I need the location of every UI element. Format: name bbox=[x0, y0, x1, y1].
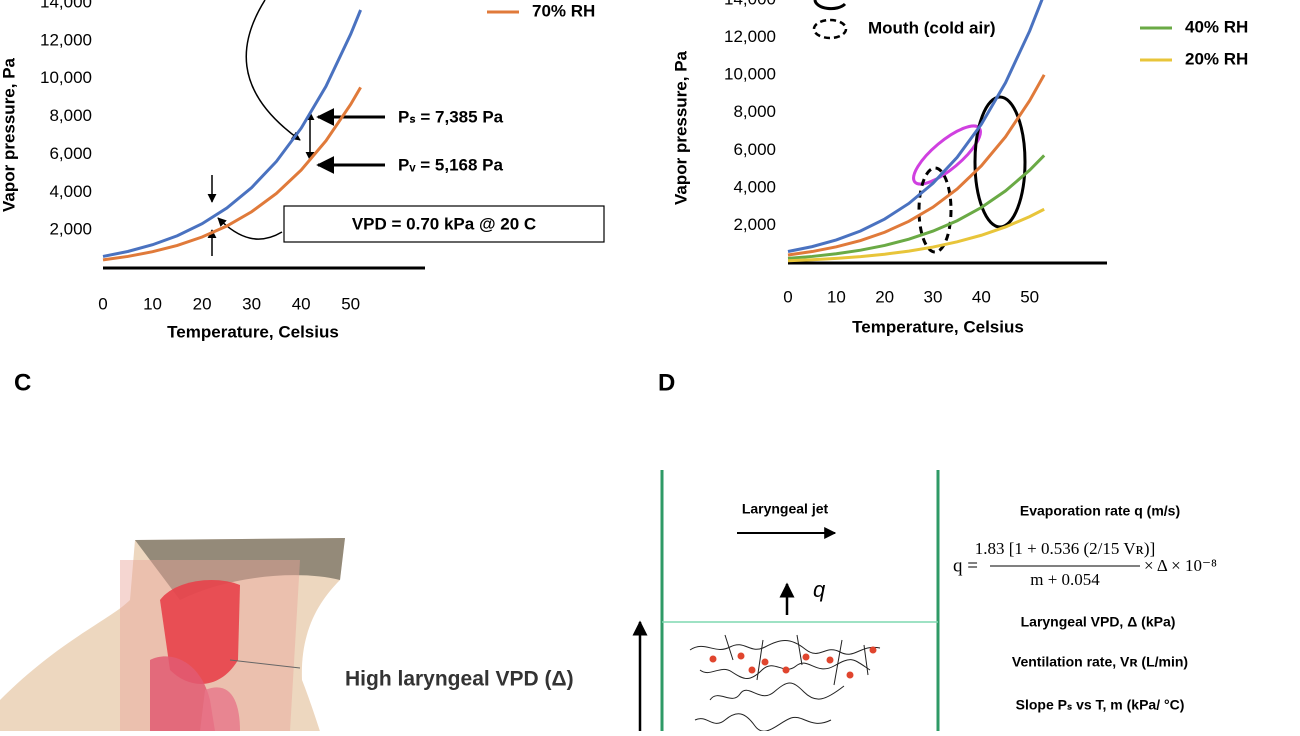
legend-text: Laryngeal VPD, Δ (kPa) bbox=[1021, 614, 1176, 630]
y-tick-label: 6,000 bbox=[49, 144, 92, 163]
legend-label: Mouth (cold air) bbox=[868, 18, 995, 37]
y-tick-label: 12,000 bbox=[724, 27, 776, 46]
legend-text: Slope Pₛ vs T, m (kPa/ °C) bbox=[1016, 697, 1185, 713]
formula-numerator: 1.83 [1 + 0.536 (2/15 Vʀ)] bbox=[975, 539, 1155, 558]
y-tick-label: 14,000 bbox=[724, 0, 776, 8]
panel-label: C bbox=[14, 369, 31, 396]
x-tick-label: 20 bbox=[193, 294, 212, 313]
x-tick-label: 0 bbox=[783, 287, 792, 306]
x-tick-label: 20 bbox=[875, 287, 894, 306]
x-tick-label: 50 bbox=[341, 294, 360, 313]
y-axis-title: Vapor pressure, Pa bbox=[671, 50, 690, 205]
jet-diagram bbox=[632, 470, 940, 732]
x-tick-label: 40 bbox=[292, 294, 311, 313]
line-series bbox=[787, 207, 1045, 263]
panel-label: D bbox=[658, 369, 675, 396]
y-tick-label: 8,000 bbox=[49, 106, 92, 125]
legend-text: Evaporation rate q (m/s) bbox=[1020, 503, 1180, 519]
annotation: Pᵥ = 5,168 Pa bbox=[398, 155, 504, 174]
x-tick-label: 30 bbox=[242, 294, 261, 313]
y-tick-label: 4,000 bbox=[733, 177, 776, 196]
legend-label: 40% RH bbox=[1185, 17, 1248, 36]
annotation: Pₛ = 7,385 Pa bbox=[398, 107, 504, 126]
legend-label: 20% RH bbox=[1185, 49, 1248, 68]
line-series bbox=[787, 0, 1044, 253]
x-tick-label: 30 bbox=[924, 287, 943, 306]
flux-label: q bbox=[813, 577, 826, 602]
y-tick-label: 10,000 bbox=[724, 65, 776, 84]
formula-rhs: × Δ × 10⁻⁸ bbox=[1144, 556, 1217, 575]
annotation: VPD = 0.70 kPa @ 20 C bbox=[352, 214, 536, 233]
x-tick-label: 0 bbox=[98, 294, 107, 313]
formula-denominator: m + 0.054 bbox=[1030, 570, 1100, 589]
x-tick-label: 10 bbox=[827, 287, 846, 306]
y-tick-label: 10,000 bbox=[40, 68, 92, 87]
neck-illustration bbox=[0, 538, 345, 731]
y-tick-label: 6,000 bbox=[733, 140, 776, 159]
caption: High laryngeal VPD (Δ) bbox=[345, 668, 574, 691]
y-tick-label: 2,000 bbox=[733, 215, 776, 234]
x-tick-label: 50 bbox=[1020, 287, 1039, 306]
line-series bbox=[102, 9, 362, 258]
y-tick-label: 4,000 bbox=[49, 182, 92, 201]
y-tick-label: 14,000 bbox=[40, 0, 92, 11]
formula-lhs: q = bbox=[953, 555, 978, 576]
line-series bbox=[102, 86, 362, 262]
y-tick-label: 8,000 bbox=[733, 102, 776, 121]
line-series bbox=[787, 154, 1046, 260]
x-axis-title: Temperature, Celsius bbox=[167, 322, 339, 341]
y-tick-label: 12,000 bbox=[40, 30, 92, 49]
x-tick-label: 10 bbox=[143, 294, 162, 313]
y-axis-title: Vapor pressure, Pa bbox=[0, 57, 18, 212]
line-series bbox=[787, 74, 1046, 257]
x-tick-label: 40 bbox=[972, 287, 991, 306]
x-axis-title: Temperature, Celsius bbox=[852, 317, 1024, 336]
panel-a-annotations bbox=[207, 0, 605, 256]
y-tick-label: 2,000 bbox=[49, 220, 92, 239]
legend-text: Ventilation rate, Vʀ (L/min) bbox=[1012, 654, 1188, 670]
jet-label: Laryngeal jet bbox=[742, 501, 829, 517]
legend-label: 70% RH bbox=[532, 1, 595, 20]
